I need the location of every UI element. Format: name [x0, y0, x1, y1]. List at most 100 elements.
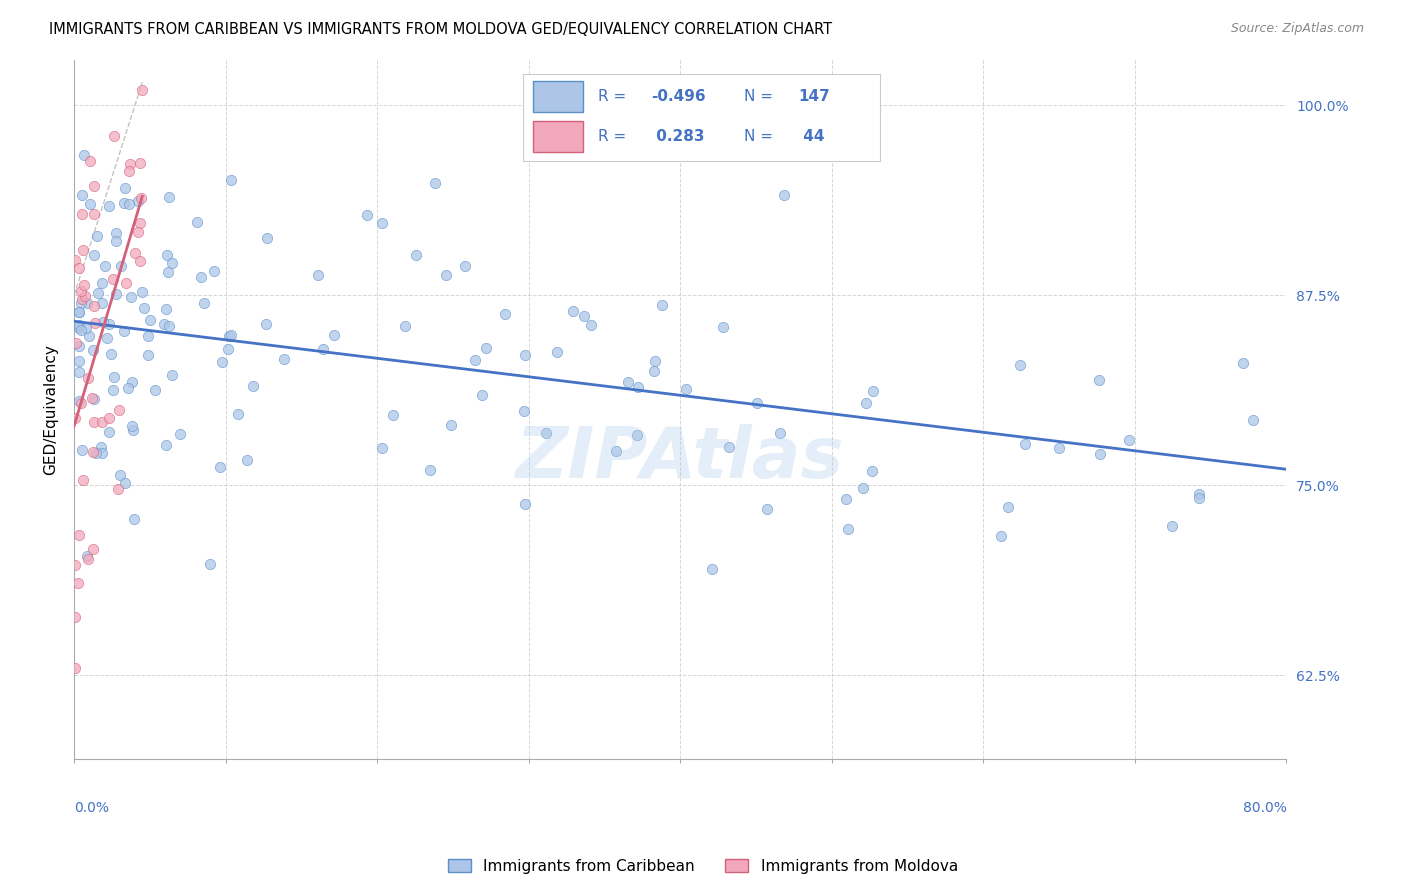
Point — [862, 384, 884, 398]
Text: 0.0%: 0.0% — [75, 801, 110, 815]
Point — [82, 541, 104, 556]
Point — [97, 317, 120, 331]
Point — [711, 320, 734, 334]
Point — [129, 156, 152, 170]
Point — [513, 497, 536, 511]
Point — [218, 328, 240, 343]
Point — [129, 216, 152, 230]
Point — [219, 327, 242, 342]
Point — [91, 415, 114, 429]
Point — [1047, 441, 1070, 455]
Point — [256, 318, 278, 332]
Point — [67, 354, 90, 368]
Point — [67, 527, 90, 541]
Point — [103, 128, 125, 143]
Point — [307, 268, 329, 282]
Point — [186, 214, 208, 228]
Point — [63, 660, 86, 674]
Point — [72, 474, 94, 488]
Point — [124, 246, 146, 260]
Point — [129, 254, 152, 268]
Point — [76, 296, 98, 310]
Point — [1087, 373, 1109, 387]
Point — [73, 289, 96, 303]
Point — [75, 320, 97, 334]
Point — [675, 382, 697, 396]
Point — [67, 260, 90, 275]
Point — [76, 549, 98, 563]
Point — [394, 318, 416, 333]
Point — [651, 297, 673, 311]
Point — [211, 355, 233, 369]
Point — [84, 316, 107, 330]
Point — [91, 296, 114, 310]
Point — [579, 318, 602, 332]
Point — [700, 562, 723, 576]
Point — [100, 347, 122, 361]
Point — [70, 188, 93, 202]
Point — [643, 364, 665, 378]
Point — [217, 342, 239, 356]
Point — [219, 173, 242, 187]
Point — [561, 304, 583, 318]
Point — [256, 231, 278, 245]
Point — [513, 404, 536, 418]
Point — [120, 290, 142, 304]
Point — [515, 348, 537, 362]
Point — [72, 277, 94, 292]
Point — [84, 446, 107, 460]
Point — [67, 318, 90, 333]
Point — [157, 265, 180, 279]
Point — [434, 268, 457, 282]
Point — [1088, 447, 1111, 461]
Point — [87, 285, 110, 300]
Point — [136, 348, 159, 362]
Point — [1118, 433, 1140, 447]
Point — [63, 558, 86, 572]
Point — [1014, 437, 1036, 451]
Point — [323, 327, 346, 342]
Point — [63, 411, 86, 425]
Point — [117, 381, 139, 395]
Point — [226, 408, 249, 422]
Point — [605, 444, 627, 458]
Point — [91, 315, 114, 329]
Point — [200, 558, 222, 572]
Point — [153, 317, 176, 331]
Text: 80.0%: 80.0% — [1243, 801, 1286, 815]
Point — [157, 319, 180, 334]
Point — [202, 264, 225, 278]
Point — [190, 269, 212, 284]
Point — [114, 180, 136, 194]
Point — [69, 396, 91, 410]
Point — [105, 226, 128, 240]
Point — [127, 194, 149, 208]
Point — [997, 500, 1019, 514]
Point — [122, 423, 145, 437]
Point — [546, 344, 568, 359]
Point — [82, 343, 104, 358]
Point — [855, 396, 877, 410]
Point — [108, 403, 131, 417]
Point — [155, 438, 177, 452]
Point — [574, 310, 596, 324]
Point — [747, 395, 769, 409]
Point — [98, 425, 121, 439]
Point — [464, 353, 486, 368]
Point — [405, 248, 427, 262]
Point — [101, 384, 124, 398]
Point — [79, 196, 101, 211]
Point — [617, 375, 640, 389]
Point — [72, 292, 94, 306]
Text: IMMIGRANTS FROM CARIBBEAN VS IMMIGRANTS FROM MOLDOVA GED/EQUIVALENCY CORRELATION: IMMIGRANTS FROM CARIBBEAN VS IMMIGRANTS … — [49, 22, 832, 37]
Point — [103, 370, 125, 384]
Point — [208, 460, 231, 475]
Point — [79, 154, 101, 169]
Point — [83, 300, 105, 314]
Point — [1232, 356, 1254, 370]
Point — [138, 313, 160, 327]
Point — [70, 207, 93, 221]
Point — [67, 305, 90, 319]
Point — [127, 225, 149, 239]
Point — [131, 83, 153, 97]
